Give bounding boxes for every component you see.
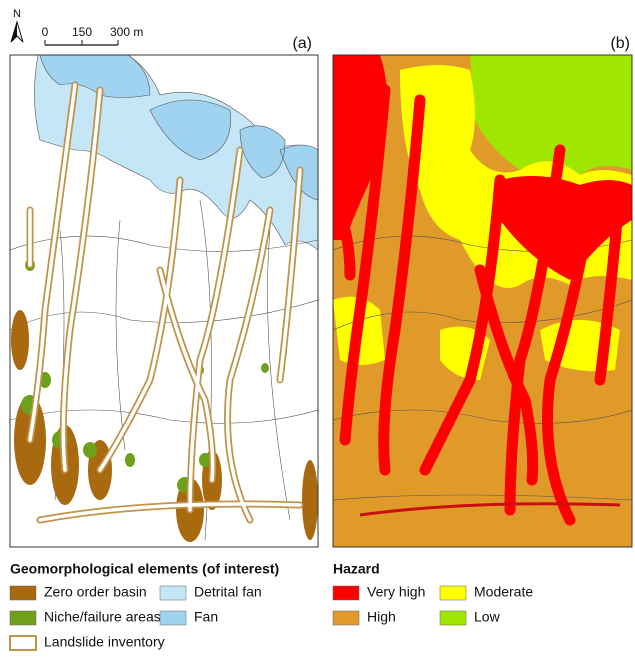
legend-swatch	[160, 611, 186, 625]
map-panel-a	[10, 55, 318, 547]
legend-label: Zero order basin	[44, 584, 147, 600]
legend-label: Very high	[367, 584, 425, 600]
legend-label: Moderate	[474, 584, 533, 600]
legend-label: Fan	[194, 609, 218, 625]
legend-swatch	[10, 611, 36, 625]
scale-label: 300 m	[110, 25, 143, 39]
legend-label: Low	[474, 609, 501, 625]
legend-swatch	[333, 611, 359, 625]
scale-label: 150	[72, 25, 92, 39]
legend-label: Niche/failure areas	[44, 609, 161, 625]
scale-bar: 0 150 300 m	[42, 25, 144, 45]
figure: N 0 150 300 m (a) (b)	[0, 0, 635, 658]
scale-label: 0	[42, 25, 49, 39]
north-label: N	[13, 8, 21, 20]
legend-title: Geomorphological elements (of interest)	[10, 561, 279, 577]
legend-swatch	[10, 586, 36, 600]
legend-swatch	[440, 586, 466, 600]
legend-swatch	[160, 586, 186, 600]
north-arrow: N	[11, 8, 23, 42]
legend-swatch	[10, 636, 36, 650]
legend-label: Landslide inventory	[44, 634, 165, 650]
panel-label: (a)	[292, 35, 312, 52]
legend-label: Detrital fan	[194, 584, 262, 600]
legend-label: High	[367, 609, 396, 625]
legend-swatch	[440, 611, 466, 625]
legend-swatch	[333, 586, 359, 600]
map-panel-b	[333, 55, 632, 547]
legend-title: Hazard	[333, 561, 380, 577]
panel-label: (b)	[610, 35, 630, 52]
